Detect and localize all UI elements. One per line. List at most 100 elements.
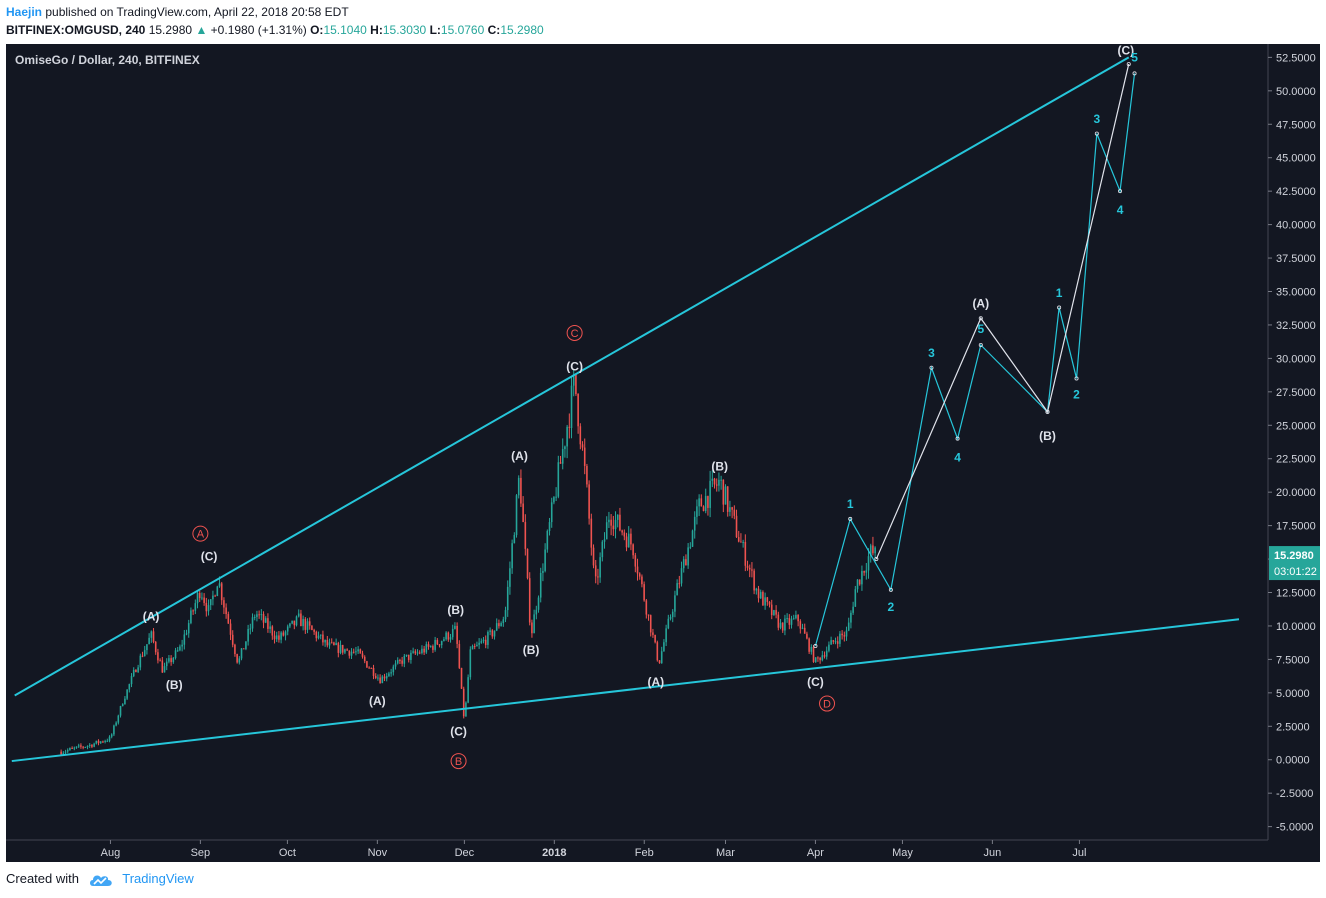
candle-body bbox=[110, 734, 113, 737]
candle-body bbox=[500, 623, 502, 627]
candle-body bbox=[456, 625, 458, 644]
chart-canvas[interactable]: 52.500050.000047.500045.000042.500040.00… bbox=[6, 44, 1320, 862]
tradingview-cloud-icon[interactable] bbox=[89, 873, 113, 887]
candle-body bbox=[440, 641, 443, 646]
candle-body bbox=[733, 509, 736, 516]
candle-body bbox=[575, 374, 577, 394]
candle-body bbox=[641, 576, 643, 585]
candle-body bbox=[814, 657, 817, 662]
candle-body bbox=[777, 614, 780, 628]
candle-body bbox=[852, 606, 854, 613]
candle-body bbox=[808, 638, 810, 652]
candle-body bbox=[295, 616, 298, 626]
author-link[interactable]: Haejin bbox=[6, 5, 43, 19]
candle-body bbox=[319, 634, 322, 636]
high-value: 15.3030 bbox=[382, 23, 427, 37]
circled-wave-label: A bbox=[197, 529, 205, 541]
price-axis-label: 2.5000 bbox=[1276, 721, 1310, 733]
candle-body bbox=[183, 634, 186, 645]
candle-body bbox=[863, 571, 865, 573]
candle-body bbox=[473, 645, 476, 647]
candle-body bbox=[812, 646, 815, 662]
candle-body bbox=[405, 654, 408, 656]
candle-body bbox=[396, 660, 399, 664]
candle-body bbox=[432, 646, 434, 650]
candle-body bbox=[737, 537, 740, 542]
price-axis-label: 45.0000 bbox=[1276, 153, 1316, 165]
candle-body bbox=[850, 612, 852, 623]
candle-body bbox=[359, 649, 362, 654]
chart-pane[interactable]: 52.5000 50.0000 47.5000 45.0000 42.5000 40.00… bbox=[6, 44, 1320, 862]
candle-body bbox=[656, 642, 659, 661]
open-value: 15.1040 bbox=[323, 23, 367, 37]
candle-body bbox=[557, 462, 560, 497]
candle-body bbox=[476, 644, 478, 647]
candle-body bbox=[348, 650, 351, 656]
time-axis-label: Oct bbox=[279, 847, 296, 859]
candle-body bbox=[770, 604, 773, 616]
candle-body bbox=[240, 648, 243, 659]
candle-body bbox=[625, 536, 628, 548]
candle-body bbox=[150, 631, 153, 638]
candle-body bbox=[168, 658, 170, 662]
projection-path-white bbox=[875, 63, 1130, 560]
candle-body bbox=[847, 622, 850, 631]
candle-body bbox=[792, 618, 795, 620]
candle-body bbox=[799, 621, 802, 629]
candle-body bbox=[304, 618, 307, 630]
circled-wave-label: C bbox=[571, 328, 579, 340]
price-axis-label: 20.0000 bbox=[1276, 487, 1316, 499]
candle-body bbox=[550, 502, 553, 523]
candle-body bbox=[498, 623, 500, 627]
candle-body bbox=[381, 676, 384, 684]
tradingview-link[interactable]: TradingView bbox=[122, 871, 194, 886]
candle-body bbox=[753, 570, 755, 591]
candle-body bbox=[159, 660, 161, 662]
candle-body bbox=[363, 656, 366, 662]
candle-body bbox=[707, 496, 709, 508]
candle-body bbox=[621, 530, 623, 533]
wave-label: (A) bbox=[369, 694, 386, 708]
candle-body bbox=[143, 650, 146, 657]
candle-body bbox=[586, 465, 588, 485]
candle-body bbox=[509, 568, 511, 587]
candle-body bbox=[238, 658, 241, 663]
candle-body bbox=[438, 644, 441, 646]
candle-body bbox=[154, 641, 157, 653]
price-axis-label: 7.5000 bbox=[1276, 654, 1310, 666]
wave-label-cyan: 2 bbox=[1073, 388, 1080, 402]
candle-body bbox=[251, 617, 254, 629]
price-axis-label: 25.0000 bbox=[1276, 420, 1316, 432]
candle-body bbox=[260, 614, 263, 616]
candles-group bbox=[60, 369, 876, 756]
wave-label: (B) bbox=[711, 460, 728, 474]
candle-body bbox=[346, 649, 348, 651]
candle-body bbox=[729, 507, 731, 512]
candle-body bbox=[869, 545, 872, 557]
time-axis-label: Jul bbox=[1072, 847, 1086, 859]
candle-body bbox=[385, 675, 388, 679]
open-label: O: bbox=[310, 23, 324, 37]
candle-body bbox=[355, 651, 357, 653]
candle-body bbox=[555, 496, 557, 498]
candle-body bbox=[427, 644, 430, 647]
symbol-line: BITFINEX:OMGUSD, 240 15.2980 ▲ +0.1980 (… bbox=[6, 23, 544, 37]
candle-body bbox=[64, 751, 67, 753]
candle-body bbox=[416, 652, 419, 654]
candle-body bbox=[678, 583, 681, 585]
candle-body bbox=[403, 655, 406, 664]
candle-body bbox=[577, 393, 579, 427]
projection-node bbox=[848, 516, 853, 521]
candle-body bbox=[757, 588, 760, 599]
candle-body bbox=[445, 632, 447, 640]
candle-body bbox=[148, 637, 150, 645]
candle-body bbox=[654, 634, 656, 643]
candle-body bbox=[86, 746, 89, 748]
candle-body bbox=[69, 747, 71, 750]
candle-body bbox=[258, 614, 260, 616]
candle-body bbox=[121, 704, 124, 707]
candle-body bbox=[601, 541, 604, 558]
candle-body bbox=[665, 628, 667, 643]
candle-body bbox=[823, 655, 826, 657]
candle-body bbox=[687, 547, 689, 566]
